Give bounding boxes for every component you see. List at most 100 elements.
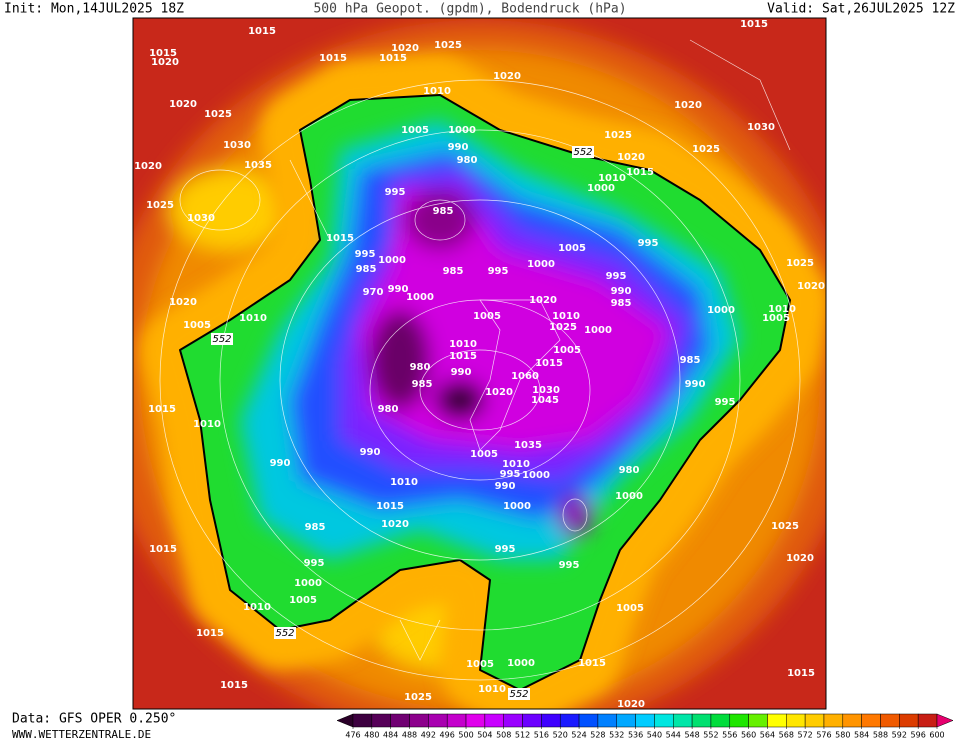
contour-label: 985 bbox=[680, 355, 701, 366]
colorbar-box bbox=[522, 713, 542, 728]
contour-label: 1010 bbox=[449, 339, 477, 350]
colorbar-tick-label: 560 bbox=[741, 731, 756, 740]
colorbar-box bbox=[786, 713, 806, 728]
contour-label: 990 bbox=[685, 379, 706, 390]
data-source: Data: GFS OPER 0.250° bbox=[12, 712, 176, 727]
colorbar-box bbox=[823, 713, 844, 728]
contour-label: 1015 bbox=[196, 628, 224, 639]
colorbar-tick-label: 528 bbox=[590, 731, 605, 740]
contour-label: 1005 bbox=[470, 449, 498, 460]
contour-label: 1020 bbox=[485, 387, 513, 398]
contour-label: 1025 bbox=[604, 130, 632, 141]
colorbar-tick-label: 596 bbox=[911, 731, 926, 740]
contour-label: 1020 bbox=[674, 100, 702, 111]
contour-label: 990 bbox=[448, 142, 469, 153]
contour-label: 995 bbox=[495, 544, 516, 555]
colorbar-box bbox=[691, 713, 712, 728]
contour-label: 1020 bbox=[797, 281, 825, 292]
colorbar-tick-label: 504 bbox=[477, 731, 492, 740]
contour-label: 1030 bbox=[747, 122, 775, 133]
valid-time: Valid: Sat,26JUL2025 12Z bbox=[767, 2, 955, 17]
contour-label: 1020 bbox=[169, 99, 197, 110]
contour-label: 1035 bbox=[244, 160, 272, 171]
contour-label: 1000 bbox=[584, 325, 612, 336]
contour-label: 1000 bbox=[527, 259, 555, 270]
colorbar-box bbox=[710, 713, 731, 728]
contour-label: 985 bbox=[305, 522, 326, 533]
colorbar-tick-label: 568 bbox=[779, 731, 794, 740]
contour-label: 1030 bbox=[187, 213, 215, 224]
contour-label: 1020 bbox=[381, 519, 409, 530]
colorbar-tick-label: 476 bbox=[345, 731, 360, 740]
contour-label: 1005 bbox=[289, 595, 317, 606]
website: WWW.WETTERZENTRALE.DE bbox=[12, 728, 151, 741]
colorbar-box bbox=[917, 713, 938, 728]
colorbar-tick-label: 488 bbox=[402, 731, 417, 740]
colorbar-box bbox=[409, 713, 429, 728]
contour-label: 995 bbox=[638, 238, 659, 249]
contour-label: 1010 bbox=[243, 602, 271, 613]
contour-label: 1000 bbox=[448, 125, 476, 136]
colorbar-tick-label: 556 bbox=[722, 731, 737, 740]
contour-label: 1015 bbox=[220, 680, 248, 691]
contour-label: 1015 bbox=[326, 233, 354, 244]
contour-label: 995 bbox=[488, 266, 509, 277]
contour-label: 1010 bbox=[423, 86, 451, 97]
contour-label: 1005 bbox=[553, 345, 581, 356]
colorbar-arrow bbox=[936, 713, 954, 728]
contour-label: 1000 bbox=[507, 658, 535, 669]
colorbar-box bbox=[767, 713, 787, 728]
contour-label: 1000 bbox=[615, 491, 643, 502]
colorbar-tick-label: 492 bbox=[421, 731, 436, 740]
contour-label: 1020 bbox=[493, 71, 521, 82]
contour-label: 1020 bbox=[617, 152, 645, 163]
contour-label: 1015 bbox=[248, 26, 276, 37]
colorbar-box bbox=[635, 713, 655, 728]
contour-label: 1020 bbox=[169, 297, 197, 308]
contour-label: 1000 bbox=[378, 255, 406, 266]
colorbar-tick-label: 600 bbox=[929, 731, 944, 740]
contour-label: 1015 bbox=[149, 48, 177, 59]
contour-label: 1020 bbox=[391, 43, 419, 54]
colorbar-box bbox=[861, 713, 881, 728]
contour-label: 980 bbox=[619, 465, 640, 476]
contour-label: 552 bbox=[573, 147, 592, 158]
contour-label: 985 bbox=[611, 298, 632, 309]
colorbar-box bbox=[578, 713, 599, 728]
contour-label: 995 bbox=[500, 469, 521, 480]
contour-label: 1000 bbox=[707, 305, 735, 316]
contour-label-bg bbox=[572, 146, 594, 158]
contour-label: 980 bbox=[378, 404, 399, 415]
colorbar-tick-label: 592 bbox=[892, 731, 907, 740]
contour-label: 1015 bbox=[626, 167, 654, 178]
colorbar-box bbox=[446, 713, 467, 728]
init-time: Init: Mon,14JUL2025 18Z bbox=[4, 2, 184, 17]
contour-label: 1010 bbox=[552, 311, 580, 322]
contour-label: 995 bbox=[559, 560, 580, 571]
contour-label: 1000 bbox=[587, 183, 615, 194]
contour-label: 985 bbox=[412, 379, 433, 390]
colorbar-tick-label: 512 bbox=[515, 731, 530, 740]
colorbar-tick-label: 536 bbox=[628, 731, 643, 740]
contour-label: 980 bbox=[410, 362, 431, 373]
colorbar-tick-label: 520 bbox=[553, 731, 568, 740]
contour-label: 1015 bbox=[578, 658, 606, 669]
contour-label: 985 bbox=[443, 266, 464, 277]
colorbar-tick-label: 524 bbox=[571, 731, 586, 740]
map bbox=[133, 18, 826, 709]
colorbar-box bbox=[842, 713, 862, 728]
colorbar-tick-label: 544 bbox=[666, 731, 681, 740]
contour-label: 1015 bbox=[148, 404, 176, 415]
colorbar-tick-label: 588 bbox=[873, 731, 888, 740]
contour-label: 552 bbox=[275, 628, 294, 639]
contour-label: 1025 bbox=[204, 109, 232, 120]
contour-label: 995 bbox=[715, 397, 736, 408]
colorbar-tick-label: 572 bbox=[797, 731, 812, 740]
map-title: 500 hPa Geopot. (gpdm), Bodendruck (hPa) bbox=[313, 2, 626, 17]
colorbar: 476 480 484 488 492 496 500 504 508 512 516 520 524 5… bbox=[336, 713, 954, 740]
colorbar-tick-label: 484 bbox=[383, 731, 398, 740]
contour-label: 1000 bbox=[503, 501, 531, 512]
colorbar-tick-label: 584 bbox=[854, 731, 869, 740]
contour-label: 1025 bbox=[434, 40, 462, 51]
